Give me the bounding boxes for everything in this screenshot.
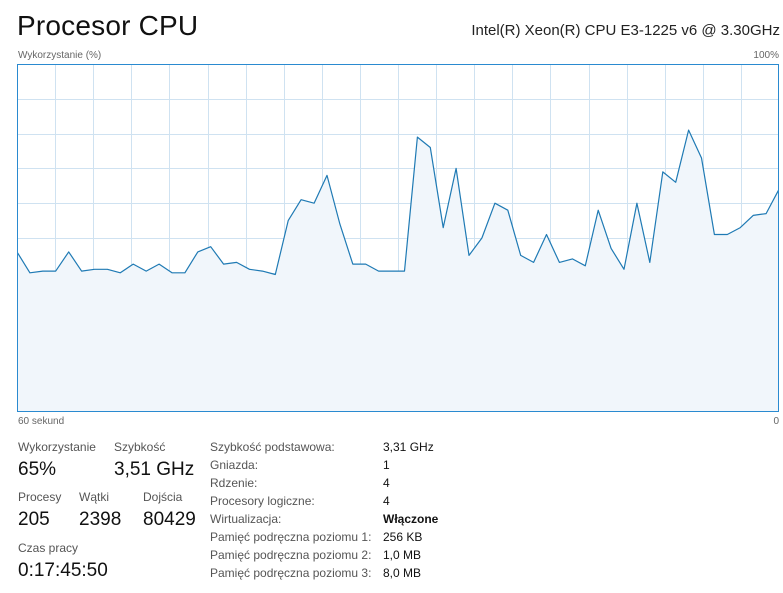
detail-key: Pamięć podręczna poziomu 3: [210,566,372,580]
stat-uptime-value: 0:17:45:50 [18,560,108,581]
detail-key: Pamięć podręczna poziomu 2: [210,548,372,562]
cpu-usage-graph [17,64,779,412]
page-title: Procesor CPU [17,10,199,41]
detail-row: Rdzenie: 4 [210,474,510,492]
cpu-details-table: Szybkość podstawowa: 3,31 GHz Gniazda: 1… [210,438,510,582]
stat-threads: Wątki 2398 [79,490,121,531]
stat-usage-label: Wykorzystanie [18,440,96,454]
detail-value: 4 [383,476,390,490]
cpu-usage-area [17,130,779,412]
cpu-model-name: Intel(R) Xeon(R) CPU E3-1225 v6 @ 3.30GH… [471,22,780,39]
graph-y-label: Wykorzystanie (%) [18,50,102,61]
detail-row: Gniazda: 1 [210,456,510,474]
graph-y-max-label: 100% [753,50,779,61]
detail-value: 4 [383,494,390,508]
detail-row: Pamięć podręczna poziomu 1: 256 KB [210,528,510,546]
detail-key: Procesory logiczne: [210,494,315,508]
detail-value: 8,0 MB [383,566,422,580]
detail-key: Wirtualizacja: [210,512,282,526]
chart-border [17,64,779,412]
detail-value: 256 KB [383,530,423,544]
stat-usage: Wykorzystanie 65% [18,440,96,481]
detail-row: Wirtualizacja: Włączone [210,510,510,528]
detail-value: 3,31 GHz [383,440,434,454]
detail-key: Szybkość podstawowa: [210,440,335,454]
detail-row: Pamięć podręczna poziomu 2: 1,0 MB [210,546,510,564]
detail-key: Rdzenie: [210,476,258,490]
detail-row: Procesory logiczne: 4 [210,492,510,510]
detail-key: Pamięć podręczna poziomu 1: [210,530,372,544]
stat-processes: Procesy 205 [18,490,61,531]
detail-row: Szybkość podstawowa: 3,31 GHz [210,438,510,456]
stat-handles-label: Dojścia [143,490,183,504]
stat-uptime-label: Czas pracy [18,541,79,555]
stat-uptime: Czas pracy 0:17:45:50 [18,541,108,582]
detail-value: Włączone [383,512,439,526]
stat-handles-value: 80429 [143,509,196,530]
detail-key: Gniazda: [210,458,259,472]
stat-speed: Szybkość 3,51 GHz [114,440,194,481]
stat-speed-value: 3,51 GHz [114,459,195,480]
detail-value: 1 [383,458,390,472]
stat-threads-label: Wątki [79,490,109,504]
stat-threads-value: 2398 [79,509,122,530]
cpu-usage-line [17,129,779,276]
stat-usage-value: 65% [18,459,57,480]
graph-time-span-label: 60 sekund [18,416,65,427]
graph-time-end-label: 0 [773,416,779,427]
stat-processes-label: Procesy [18,490,62,504]
detail-row: Pamięć podręczna poziomu 3: 8,0 MB [210,564,510,582]
cpu-usage-chart [17,64,779,412]
stat-processes-value: 205 [18,509,50,530]
detail-value: 1,0 MB [383,548,422,562]
stat-speed-label: Szybkość [114,440,166,454]
stat-handles: Dojścia 80429 [143,490,196,531]
